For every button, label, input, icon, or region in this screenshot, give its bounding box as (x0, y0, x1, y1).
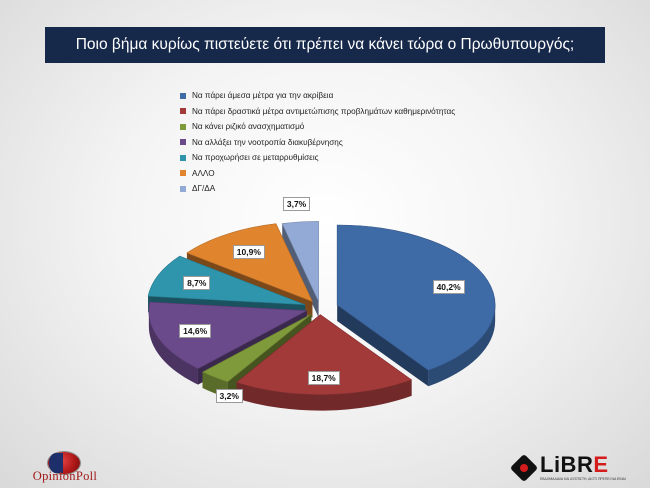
chart-legend: Να πάρει άμεσα μέτρα για την ακρίβεια Να… (180, 88, 455, 197)
libre-logo-tagline: ΕΒΔΟΜΑΔΙΑΙΑ ΚΑΙ ΔΥΣΠΙΣΤΗ, ΔΙΟΤΙ ΠΡΕΠΕΙ Ν… (540, 477, 626, 481)
pie-slice (201, 313, 312, 383)
legend-item: Να προχωρήσει σε μεταρρυθμίσεις (180, 150, 455, 166)
opinionpoll-logo: OpinionPoll (10, 446, 120, 484)
legend-item: Να πάρει άμεσα μέτρα για την ακρίβεια (180, 88, 455, 104)
pie-slice (336, 224, 496, 371)
legend-swatch (180, 170, 186, 177)
pie-slice-wall (282, 223, 319, 318)
pie-value-label: 18,7% (307, 370, 340, 385)
pie-value-label: 14,6% (179, 324, 212, 339)
opinionpoll-logo-text: OpinionPoll (32, 469, 98, 483)
legend-item: ΑΛΛΟ (180, 166, 455, 182)
pie-value-label: 3,7% (282, 197, 311, 211)
pie-slice-rim (236, 379, 412, 411)
pie-slice (147, 255, 306, 306)
pie-slice-wall (337, 304, 429, 387)
legend-label: Να αλλάξει την νοοτροπία διακυβέρνησης (192, 137, 343, 147)
pie-slice-rim (148, 310, 198, 385)
pie-value-label: 10,9% (232, 244, 265, 259)
legend-label: Να προχωρήσει σε μεταρρυθμίσεις (192, 153, 319, 163)
pie-slice (148, 301, 308, 369)
libre-logo: LiBRE ΕΒΔΟΜΑΔΙΑΙΑ ΚΑΙ ΔΥΣΠΙΣΤΗ, ΔΙΟΤΙ ΠΡ… (509, 452, 644, 485)
pie-value-label: 8,7% (183, 275, 211, 290)
legend-swatch (180, 185, 186, 192)
legend-item: Να κάνει ριζικό ανασχηματισμό (180, 119, 455, 135)
legend-label: ΔΓ/ΔΑ (192, 184, 216, 194)
legend-label: Να πάρει δραστικά μέτρα αντιμετώπισης πρ… (192, 106, 456, 116)
pie-slice (235, 314, 413, 395)
libre-logo-mark (509, 453, 539, 483)
legend-swatch (180, 154, 186, 161)
legend-swatch (180, 139, 186, 146)
libre-logo-text: LiBRE (540, 452, 609, 477)
pie-value-label: 3,2% (215, 389, 243, 403)
legend-item: Να πάρει δραστικά μέτρα αντιμετώπισης πρ… (180, 104, 455, 120)
legend-item: Να αλλάξει την νοοτροπία διακυβέρνησης (180, 135, 455, 151)
pie-slice (186, 223, 313, 303)
legend-label: Να κάνει ριζικό ανασχηματισμό (192, 122, 305, 132)
pie-value-label: 40,2% (432, 280, 465, 295)
legend-label: ΑΛΛΟ (192, 168, 215, 178)
legend-swatch (180, 123, 186, 130)
chart-title: Ποιο βήμα κυρίως πιστεύετε ότι πρέπει να… (45, 27, 605, 63)
legend-label: Να πάρει άμεσα μέτρα για την ακρίβεια (192, 91, 334, 101)
legend-swatch (180, 108, 186, 115)
pie-slice-rim (428, 304, 496, 387)
legend-swatch (180, 92, 186, 99)
pie-slice (281, 221, 319, 302)
pie-slice-side (282, 223, 319, 318)
pie-slice-side (337, 304, 496, 387)
opinionpoll-logo-mark (48, 452, 80, 474)
legend-item: ΔΓ/ΔΑ (180, 181, 455, 197)
